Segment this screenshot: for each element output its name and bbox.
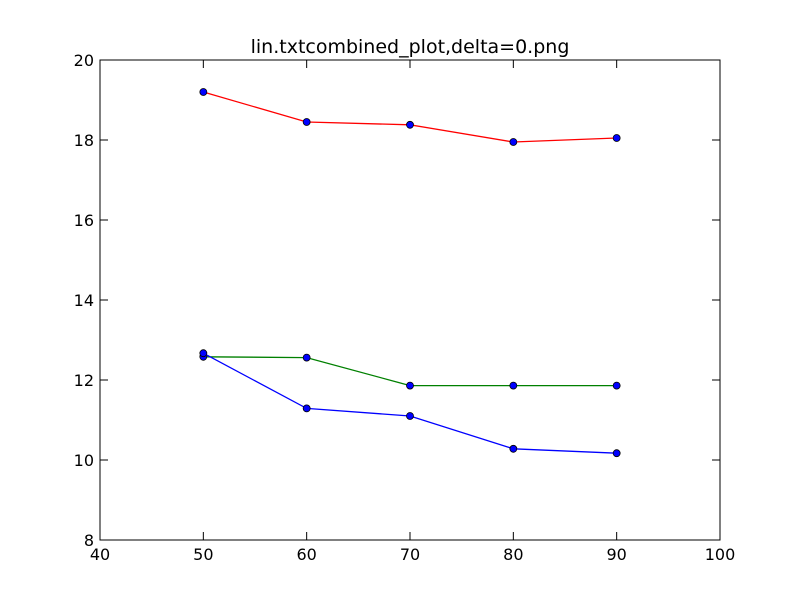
y-tick-label: 20: [74, 51, 94, 70]
series-2: [199, 349, 621, 458]
series-layer: [199, 88, 621, 458]
data-point: [199, 349, 208, 358]
x-tick-label: 70: [400, 545, 420, 564]
x-tick-label: 40: [90, 545, 110, 564]
y-tick-label: 18: [74, 131, 94, 150]
data-point: [612, 381, 621, 390]
y-tick-label: 10: [74, 451, 94, 470]
data-point: [302, 118, 311, 126]
data-point: [199, 88, 208, 96]
series-1: [199, 352, 621, 390]
axis-ticks: 40 50 60 70 80 90 100 8 10 12 14 16 18 20: [74, 51, 736, 564]
data-point: [406, 120, 414, 129]
y-tick-label: 14: [74, 291, 94, 310]
y-tick-label: 16: [74, 211, 94, 230]
data-point: [509, 138, 518, 146]
data-point: [406, 412, 414, 420]
x-tick-label: 60: [296, 545, 316, 564]
data-point: [612, 449, 621, 458]
data-point: [302, 353, 311, 362]
x-tick-label: 90: [606, 545, 626, 564]
chart-title: lin.txtcombined_plot,delta=0.png: [251, 36, 570, 58]
y-tick-label: 12: [74, 371, 94, 390]
y-tick-label: 8: [84, 531, 94, 550]
data-point: [612, 134, 621, 142]
series-0: [199, 88, 621, 146]
x-tick-label: 80: [503, 545, 523, 564]
data-point: [509, 381, 518, 390]
data-point: [302, 404, 311, 413]
data-point: [509, 444, 518, 453]
plot-area: [99, 59, 721, 541]
x-tick-label: 100: [705, 545, 736, 564]
data-point: [406, 381, 414, 390]
x-tick-label: 50: [193, 545, 213, 564]
